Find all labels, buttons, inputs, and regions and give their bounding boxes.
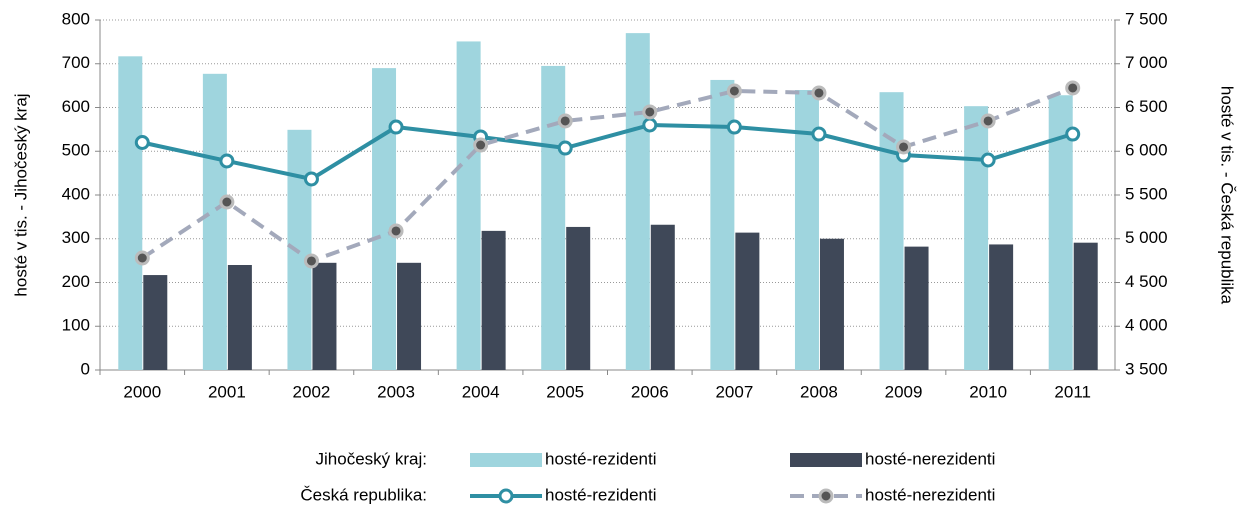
y-axis-label: hosté v tis. - Jihočeský kraj [11, 93, 30, 296]
line [141, 122, 1074, 182]
y2-tick-label: 5 000 [1125, 228, 1168, 247]
marker [557, 113, 573, 129]
legend-group-label: Jihočeský kraj: [316, 449, 427, 468]
x-tick-label: 2009 [885, 382, 923, 401]
bar [541, 65, 566, 370]
marker [1065, 80, 1081, 96]
bar [312, 262, 337, 370]
marker [134, 250, 150, 266]
marker [980, 152, 996, 168]
bar [1073, 242, 1098, 370]
x-tick-label: 2008 [800, 382, 838, 401]
bar [227, 265, 252, 370]
marker [134, 135, 150, 150]
marker [980, 113, 996, 129]
y-tick-label: 300 [62, 228, 90, 247]
y-tick-label: 700 [62, 53, 90, 72]
bar [143, 275, 168, 370]
marker [219, 153, 235, 169]
marker [388, 119, 404, 135]
bar [904, 246, 929, 370]
y-tick-label: 500 [62, 141, 90, 160]
marker [811, 85, 827, 101]
bar [964, 106, 989, 370]
y2-tick-label: 6 500 [1125, 97, 1168, 116]
x-tick-label: 2007 [715, 382, 753, 401]
y2-tick-label: 4 000 [1125, 316, 1168, 335]
marker [1065, 126, 1081, 142]
bar [481, 230, 506, 370]
x-tick-label: 2003 [377, 382, 415, 401]
bar [879, 92, 904, 370]
marker [473, 137, 489, 153]
x-tick-label: 2011 [1054, 382, 1091, 401]
x-tick-label: 2010 [969, 382, 1007, 401]
y2-tick-label: 7 500 [1125, 9, 1168, 28]
bar [650, 224, 675, 370]
marker [557, 140, 573, 156]
marker [811, 126, 827, 142]
marker [642, 104, 658, 120]
legend-marker [818, 488, 834, 504]
y-tick-label: 800 [62, 9, 90, 28]
x-tick-label: 2005 [546, 382, 584, 401]
bar [397, 262, 422, 370]
x-tick-label: 2006 [631, 382, 669, 401]
x-tick-label: 2001 [208, 382, 246, 401]
y2-tick-label: 3 500 [1125, 359, 1168, 378]
x-tick-label: 2004 [462, 382, 500, 401]
marker [303, 253, 319, 269]
marker [388, 223, 404, 239]
y-tick-label: 0 [81, 359, 90, 378]
y2-tick-label: 5 500 [1125, 184, 1168, 203]
bar [625, 33, 650, 370]
y2-tick-label: 4 500 [1125, 272, 1168, 291]
bar [566, 226, 591, 370]
bar [989, 244, 1014, 370]
bar [456, 41, 481, 370]
y-tick-label: 400 [62, 184, 90, 203]
line [141, 86, 1074, 264]
y-tick-label: 600 [62, 97, 90, 116]
y2-tick-label: 6 000 [1125, 141, 1168, 160]
marker [303, 171, 319, 187]
legend-swatch [470, 453, 542, 467]
marker [726, 119, 742, 135]
x-tick-label: 2000 [123, 382, 161, 401]
bar [372, 68, 397, 370]
x-tick-label: 2002 [293, 382, 331, 401]
legend-label: hosté-nerezidenti [865, 449, 995, 468]
bar [735, 232, 760, 370]
legend-label: hosté-rezidenti [545, 449, 657, 468]
legend-marker [498, 488, 514, 504]
legend-label: hosté-nerezidenti [865, 485, 995, 504]
y-tick-label: 100 [62, 316, 90, 335]
bar [287, 129, 312, 370]
legend-swatch [790, 453, 862, 467]
marker [219, 194, 235, 210]
marker [642, 117, 658, 133]
y2-axis-label: hosté v tis. - Česká republika [1218, 86, 1237, 305]
marker [896, 139, 912, 155]
bar [202, 73, 227, 370]
bar [118, 56, 143, 370]
y2-tick-label: 7 000 [1125, 53, 1168, 72]
y-tick-label: 200 [62, 272, 90, 291]
bar [819, 238, 844, 370]
legend-group-label: Česká republika: [300, 485, 427, 504]
legend-label: hosté-rezidenti [545, 485, 657, 504]
marker [726, 83, 742, 99]
